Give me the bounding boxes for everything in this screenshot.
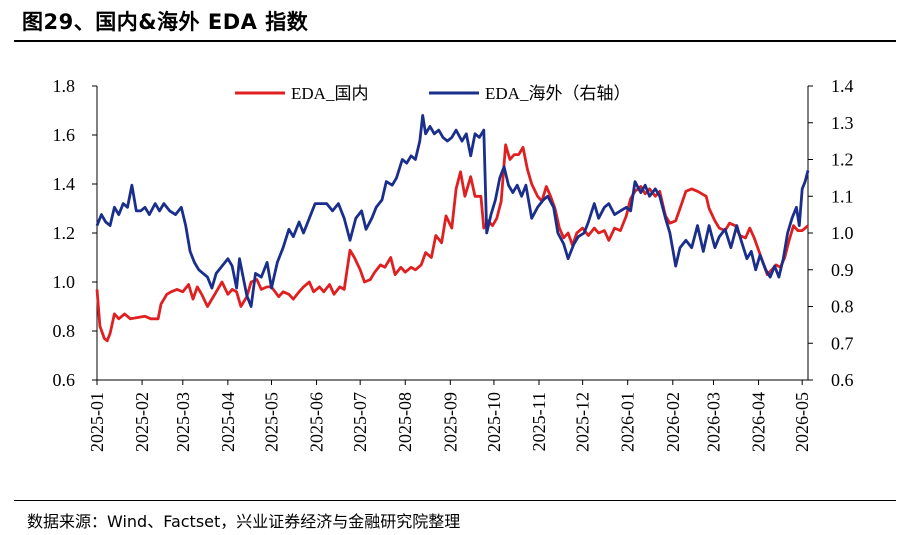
title-rule (14, 40, 896, 42)
x-tick-label: 2025-04 (218, 392, 238, 452)
chart-legend: EDA_国内 EDA_海外（右轴） (235, 84, 630, 103)
y-left-tick-label: 0.8 (53, 321, 76, 341)
footer-rule (14, 500, 896, 501)
source-note: 数据来源：Wind、Factset，兴业证券经济与金融研究院整理 (27, 512, 461, 531)
y-right-tick-label: 1.0 (831, 223, 854, 243)
x-tick-label: 2025-08 (395, 392, 415, 452)
x-tick-label: 2026-04 (749, 392, 769, 452)
x-tick-label: 2025-11 (529, 392, 549, 451)
x-tick-label: 2025-03 (173, 392, 193, 452)
y-right-tick-label: 0.9 (831, 260, 854, 280)
x-tick-label: 2026-02 (663, 392, 683, 452)
x-tick-label: 2025-05 (261, 392, 281, 452)
y-right-tick-label: 1.2 (831, 150, 854, 170)
x-tick-label: 2025-09 (440, 392, 460, 452)
y-right-tick-label: 1.1 (831, 186, 854, 206)
x-tick-label: 2026-01 (618, 392, 638, 452)
chart-axes: 0.6 0.8 1.0 1.2 1.4 1.6 1.8 0.6 0.7 0.8 0.9 1.0 1.1 1… (53, 76, 854, 452)
y-right-tick-label: 1.3 (831, 113, 854, 133)
y-left-tick-label: 1.6 (53, 125, 76, 145)
x-tick-label: 2025-02 (132, 392, 152, 452)
y-right-tick-label: 1.4 (831, 76, 854, 96)
y-right-tick-label: 0.7 (831, 333, 854, 353)
legend-label: EDA_国内 (291, 84, 368, 103)
y-left-tick-label: 1.0 (53, 272, 76, 292)
y-right-tick-label: 0.8 (831, 297, 854, 317)
legend-label: EDA_海外（右轴） (485, 84, 630, 103)
y-left-tick-label: 1.4 (53, 174, 76, 194)
y-left-tick-label: 0.6 (53, 370, 76, 390)
x-tick-label: 2025-10 (484, 392, 504, 452)
series-line-domestic (95, 143, 809, 343)
series-layer (95, 114, 810, 343)
x-tick-label: 2026-03 (703, 392, 723, 452)
x-tick-label: 2025-12 (573, 392, 593, 452)
y-right-tick-label: 0.6 (831, 370, 854, 390)
y-left-tick-label: 1.2 (53, 223, 76, 243)
series-line-overseas (95, 114, 810, 308)
figure-title: 图29、国内&海外 EDA 指数 (22, 10, 309, 34)
x-tick-label: 2025-01 (87, 392, 107, 452)
x-tick-label: 2026-05 (792, 392, 812, 452)
x-tick-label: 2025-07 (350, 392, 370, 452)
y-left-tick-label: 1.8 (53, 76, 76, 96)
x-tick-label: 2025-06 (307, 392, 327, 452)
